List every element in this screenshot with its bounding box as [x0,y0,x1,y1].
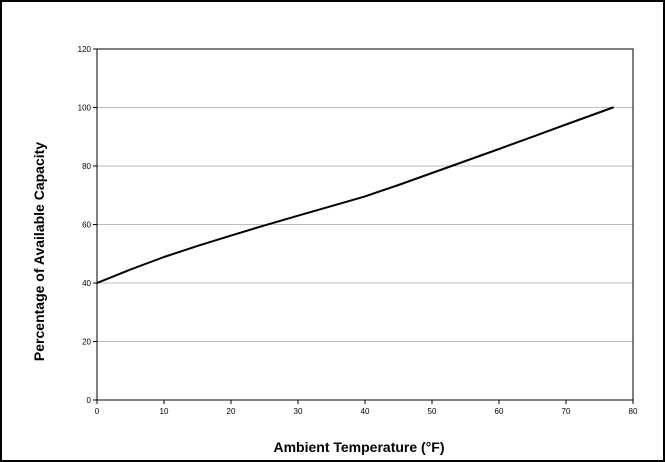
x-tick-label-3: 30 [294,407,303,416]
y-tick-label-2: 40 [82,279,91,288]
y-tick-label-3: 60 [82,221,91,230]
y-tick-label-0: 0 [87,396,92,405]
x-axis-ticks: 0 10 20 30 40 50 60 70 80 [95,400,638,416]
y-axis-title: Percentage of Available Capacity [31,142,47,361]
x-tick-label-6: 60 [495,407,504,416]
y-tick-label-5: 100 [78,104,92,113]
y-tick-label-4: 80 [82,162,91,171]
series-line-0 [96,106,614,284]
x-tick-label-8: 80 [629,407,638,416]
x-tick-label-4: 40 [361,407,370,416]
x-tick-label-5: 50 [428,407,437,416]
y-axis-ticks: 0 20 40 60 80 100 120 [78,45,97,405]
x-tick-label-7: 70 [562,407,571,416]
x-tick-label-0: 0 [95,407,100,416]
series-layer [96,106,614,284]
x-axis-title: Ambient Temperature (°F) [273,439,444,455]
x-tick-label-1: 10 [160,407,169,416]
x-tick-label-2: 20 [227,407,236,416]
gridlines [97,107,633,342]
y-tick-label-6: 120 [78,45,92,54]
y-tick-label-1: 20 [82,338,91,347]
